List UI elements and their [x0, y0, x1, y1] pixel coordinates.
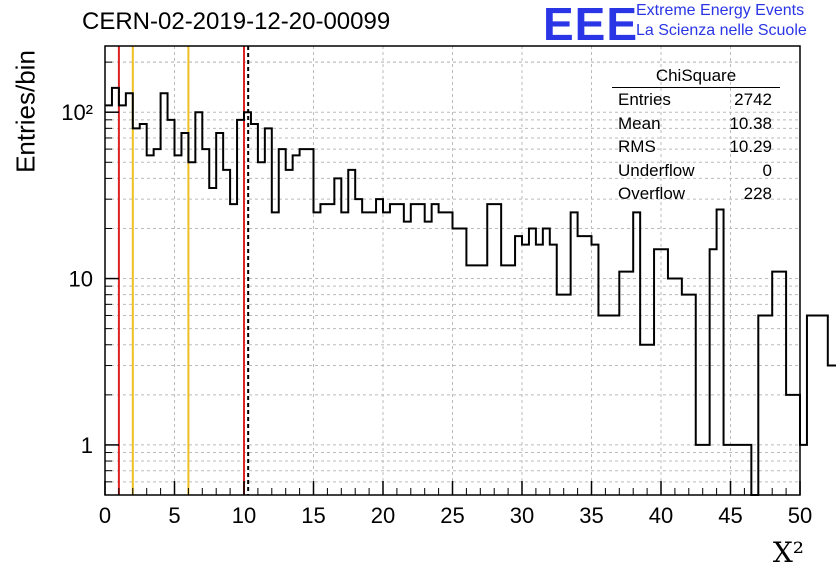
stats-value: 10.29 — [729, 137, 772, 156]
x-tick-label: 15 — [301, 503, 325, 528]
stats-row-rms: RMS 10.29 — [612, 137, 780, 161]
stats-value: 2742 — [734, 90, 772, 109]
chart-title: CERN-02-2019-12-20-00099 — [82, 8, 391, 35]
x-tick-label: 50 — [788, 503, 812, 528]
stats-title: ChiSquare — [612, 66, 780, 88]
stats-row-mean: Mean 10.38 — [612, 114, 780, 138]
stats-label: RMS — [618, 137, 656, 156]
stats-value: 228 — [743, 184, 772, 203]
x-tick-label: 10 — [232, 503, 256, 528]
stats-row-entries: Entries 2742 — [612, 90, 780, 114]
x-tick-label: 20 — [371, 503, 395, 528]
x-tick-label: 0 — [99, 503, 111, 528]
x-tick-label: 5 — [168, 503, 180, 528]
x-tick-label: 30 — [510, 503, 534, 528]
logo-line-2: La Scienza nelle Scuole — [636, 22, 807, 39]
x-tick-label: 35 — [579, 503, 603, 528]
stats-label: Underflow — [618, 160, 695, 180]
reference-lines — [117, 46, 250, 495]
x-tick-label: 45 — [718, 503, 742, 528]
axes: 0 5 10 15 20 25 30 35 40 45 50 1 10 10² — [61, 45, 812, 528]
stats-label: Mean — [618, 113, 661, 133]
logo-line-1: Extreme Energy Events — [636, 2, 805, 19]
y-tick-label: 10 — [69, 267, 93, 292]
y-tick-label: 10² — [61, 100, 93, 125]
stats-row-overflow: Overflow 228 — [612, 184, 780, 208]
stats-box: ChiSquare Entries 2742 Mean 10.38 RMS 10.29… — [612, 66, 780, 208]
y-tick-label: 1 — [81, 433, 93, 458]
x-tick-label: 40 — [649, 503, 673, 528]
x-axis-label: X² — [772, 536, 804, 569]
stats-row-underflow: Underflow 0 — [612, 161, 780, 185]
stats-value: 10.38 — [729, 113, 772, 133]
stats-label: Overflow — [618, 184, 686, 203]
eee-logo: EEE — [543, 0, 639, 50]
stats-label: Entries — [618, 90, 671, 109]
stats-value: 0 — [762, 160, 772, 180]
x-tick-label: 25 — [440, 503, 464, 528]
